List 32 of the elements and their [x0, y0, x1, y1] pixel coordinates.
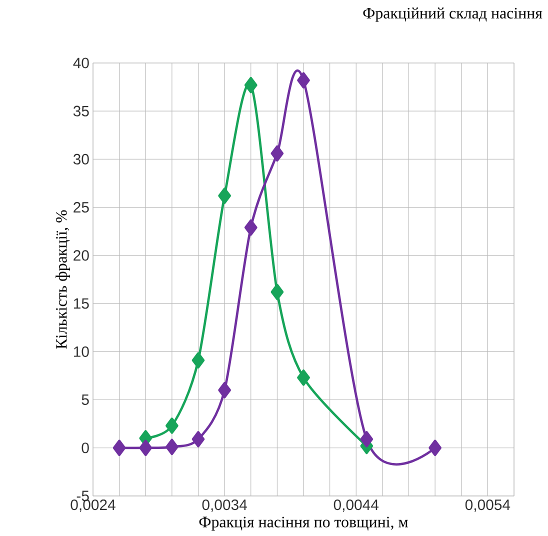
y-tick-label: 10: [74, 346, 89, 357]
y-tick-label: 0: [82, 442, 89, 454]
point: [166, 438, 178, 456]
point: [297, 72, 310, 88]
point: [297, 369, 310, 386]
point: [166, 418, 178, 434]
point: [270, 284, 284, 300]
point: [112, 440, 126, 456]
point: [244, 76, 258, 94]
point: [428, 440, 442, 456]
y-tick-label: 5: [82, 394, 89, 405]
chart-title: Фракційний склад насіння: [363, 8, 542, 22]
y-tick-label: 40: [73, 58, 89, 68]
point: [244, 219, 258, 236]
y-tick-label: 35: [73, 106, 89, 116]
x-tick-label: 0,0054: [465, 500, 510, 512]
x-tick-label: 0,0034: [202, 500, 247, 512]
point: [218, 188, 231, 204]
point: [270, 145, 284, 162]
y-tick-label: 25: [74, 202, 89, 213]
y-tick-label: 15: [74, 298, 89, 309]
x-axis-title: Фракція насіння по товщині, м: [199, 516, 408, 531]
y-tick-label: 20: [74, 250, 89, 261]
x-tick-label: 0,0024: [70, 500, 116, 512]
y-axis-title: Кількість фракції, %: [56, 210, 70, 349]
point: [360, 431, 374, 448]
point: [139, 440, 152, 456]
point: [192, 431, 205, 448]
x-tick-label: 0,0044: [334, 500, 379, 512]
point: [218, 382, 231, 398]
point: [192, 352, 205, 368]
y-tick-label: 30: [73, 154, 89, 164]
